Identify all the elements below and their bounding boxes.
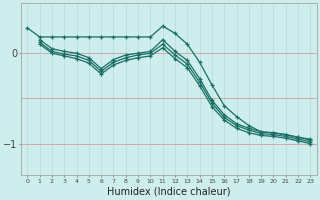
X-axis label: Humidex (Indice chaleur): Humidex (Indice chaleur) bbox=[107, 187, 231, 197]
